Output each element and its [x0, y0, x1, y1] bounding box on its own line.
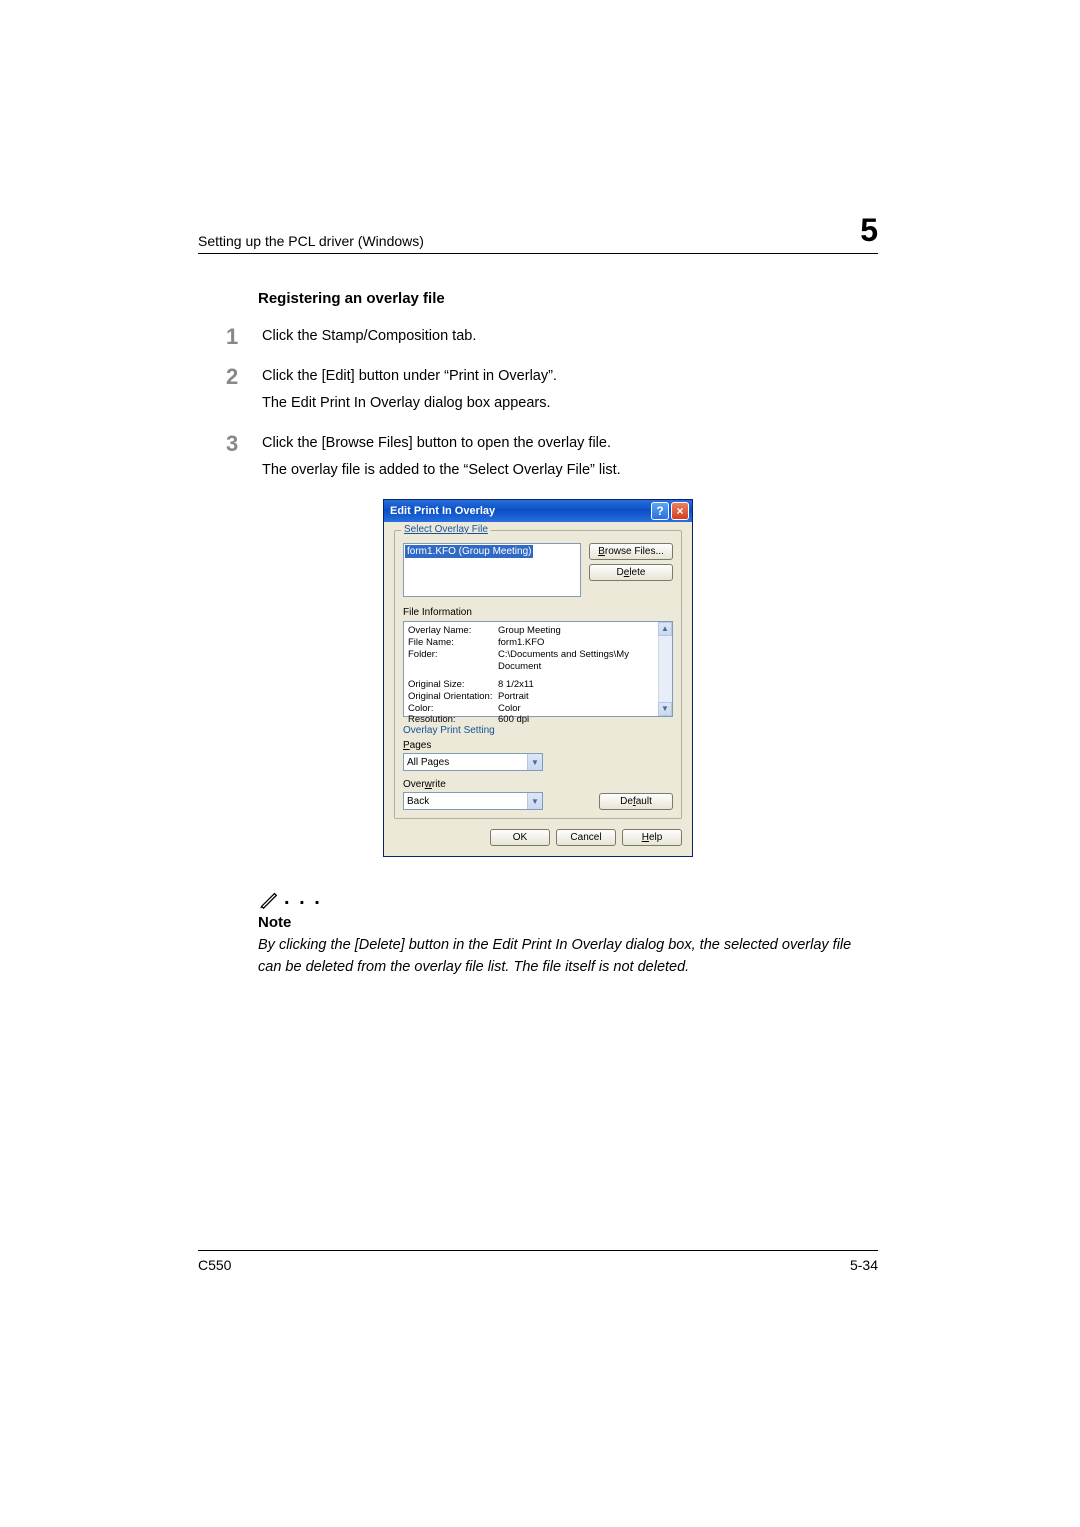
- info-value: form1.KFO: [498, 637, 656, 649]
- browse-files-button[interactable]: Browse Files...: [589, 543, 673, 560]
- overwrite-value: Back: [407, 796, 429, 807]
- default-button[interactable]: Default: [599, 793, 673, 810]
- dialog-titlebar[interactable]: Edit Print In Overlay ? ×: [384, 500, 692, 522]
- overlay-print-setting-legend: Overlay Print Setting: [403, 725, 673, 736]
- edit-print-overlay-dialog: Edit Print In Overlay ? × Select Overlay…: [383, 499, 693, 857]
- info-label: Overlay Name:: [408, 625, 498, 637]
- close-icon[interactable]: ×: [671, 502, 689, 520]
- step-number: 3: [226, 432, 262, 485]
- step-text: Click the [Edit] button under “Print in …: [262, 365, 557, 387]
- info-label: Resolution:: [408, 714, 498, 726]
- scroll-up-icon[interactable]: ▲: [658, 622, 672, 636]
- overlay-file-item[interactable]: form1.KFO (Group Meeting): [405, 545, 533, 558]
- pages-select[interactable]: All Pages ▼: [403, 753, 543, 771]
- overwrite-label: Overwrite: [403, 779, 543, 790]
- info-value: 600 dpi: [498, 714, 656, 726]
- step-number: 1: [226, 325, 262, 351]
- dialog-title: Edit Print In Overlay: [390, 505, 495, 517]
- overlay-file-list[interactable]: form1.KFO (Group Meeting): [403, 543, 581, 597]
- info-label: Folder:: [408, 649, 498, 673]
- help-button[interactable]: Help: [622, 829, 682, 846]
- chevron-down-icon[interactable]: ▼: [527, 793, 542, 809]
- cancel-button[interactable]: Cancel: [556, 829, 616, 846]
- scroll-down-icon[interactable]: ▼: [658, 702, 672, 716]
- info-label: Original Orientation:: [408, 691, 498, 703]
- file-info-box: ▲ ▼ Overlay Name:Group Meeting File Name…: [403, 621, 673, 717]
- step-text: The Edit Print In Overlay dialog box app…: [262, 392, 557, 414]
- chevron-down-icon[interactable]: ▼: [527, 754, 542, 770]
- select-overlay-legend: Select Overlay File: [401, 524, 491, 535]
- chapter-number: 5: [860, 212, 878, 249]
- step-text: Click the [Browse Files] button to open …: [262, 432, 621, 454]
- step-text: The overlay file is added to the “Select…: [262, 459, 621, 481]
- info-value: Portrait: [498, 691, 656, 703]
- note-icon: [258, 888, 280, 910]
- ellipsis-icon: . . .: [284, 887, 322, 910]
- info-label: Color:: [408, 703, 498, 715]
- pages-label: Pages: [403, 740, 673, 751]
- help-icon[interactable]: ?: [651, 502, 669, 520]
- info-value: Color: [498, 703, 656, 715]
- note-text: By clicking the [Delete] button in the E…: [258, 935, 878, 979]
- overwrite-select[interactable]: Back ▼: [403, 792, 543, 810]
- info-label: Original Size:: [408, 679, 498, 691]
- file-info-legend: File Information: [403, 607, 673, 618]
- pages-value: All Pages: [407, 757, 449, 768]
- info-value: Group Meeting: [498, 625, 656, 637]
- step-number: 2: [226, 365, 262, 418]
- footer-model: C550: [198, 1257, 231, 1273]
- footer-page: 5-34: [850, 1257, 878, 1273]
- note-heading: Note: [258, 914, 878, 931]
- ok-button[interactable]: OK: [490, 829, 550, 846]
- info-label: File Name:: [408, 637, 498, 649]
- delete-button[interactable]: Delete: [589, 564, 673, 581]
- scrollbar-track[interactable]: [658, 636, 672, 702]
- info-value: C:\Documents and Settings\My Document: [498, 649, 656, 673]
- section-title: Registering an overlay file: [258, 290, 878, 307]
- step-text: Click the Stamp/Composition tab.: [262, 325, 476, 347]
- header-breadcrumb: Setting up the PCL driver (Windows): [198, 233, 424, 249]
- info-value: 8 1/2x11: [498, 679, 656, 691]
